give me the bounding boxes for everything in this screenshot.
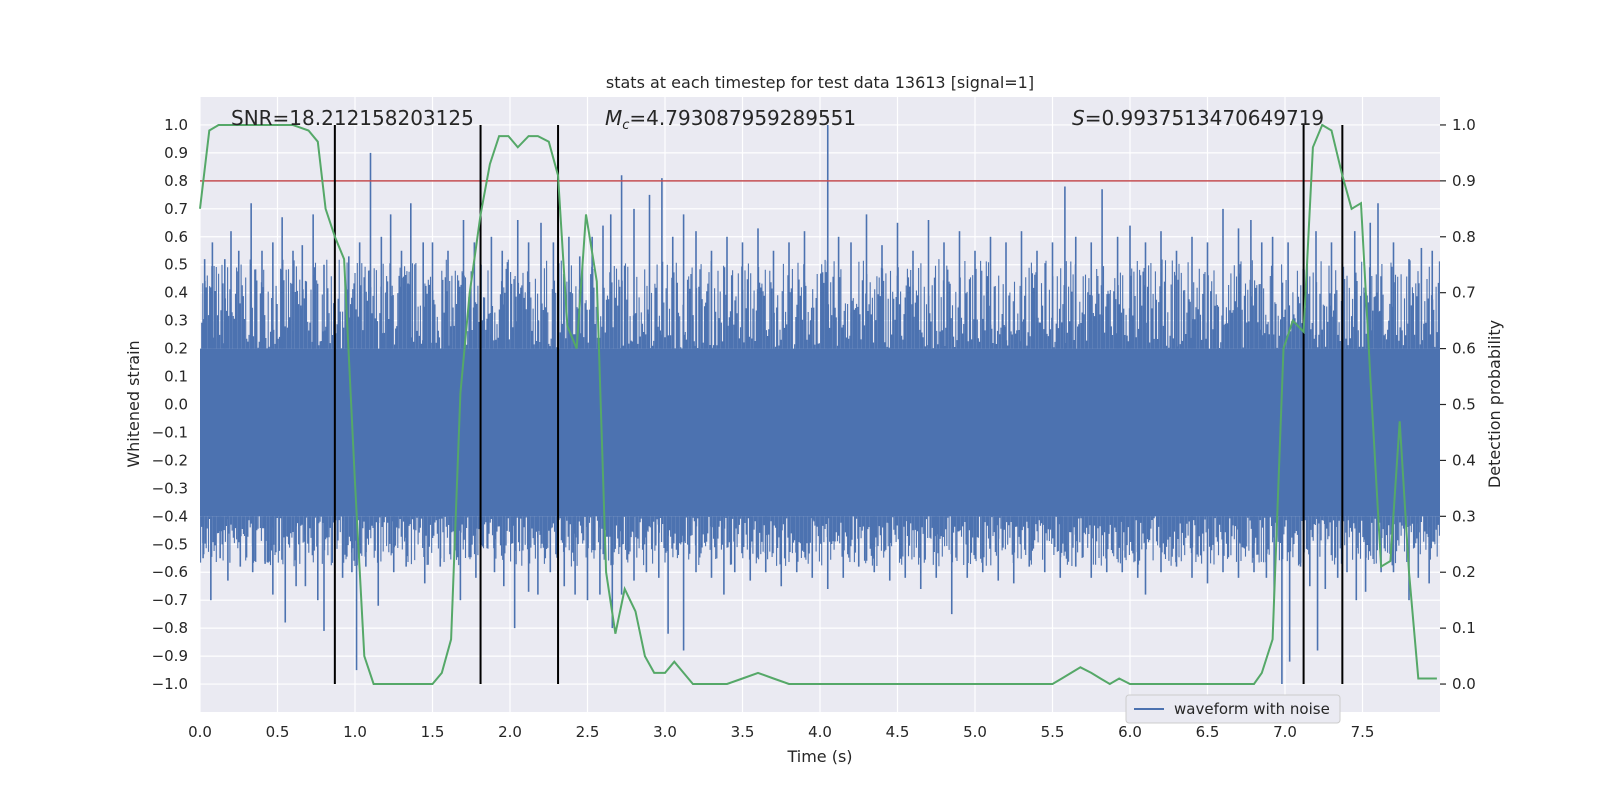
- x-tick-label: 7.0: [1273, 723, 1297, 741]
- chirp-mass-subscript: c: [622, 118, 629, 133]
- snr-annotation: SNR=18.212158203125: [231, 106, 474, 130]
- probability-line: [199, 123, 1437, 686]
- chirp-mass-symbol: M: [605, 106, 622, 130]
- waveform-series: [200, 124, 1440, 685]
- y-right-tick-label: 0.4: [1452, 451, 1476, 469]
- y-right-tick-label: 0.6: [1452, 340, 1476, 358]
- x-tick-label: 6.5: [1196, 723, 1220, 741]
- y-left-tick-label: −0.6: [152, 563, 188, 581]
- y-right-tick-label: 0.1: [1452, 619, 1476, 637]
- y-axis-left-label: Whitened strain: [124, 340, 143, 467]
- y-axis-right-ticks: 0.0 0.1 0.2 0.3 0.4 0.5 0.6 0.7 0.8 0.9 1.0: [1440, 116, 1476, 693]
- y-axis-left-ticks: −1.0 −0.9 −0.8 −0.7 −0.6 −0.5 −0.4 −0.3 −0.2 −0.1…: [152, 116, 188, 693]
- y-left-tick-label: −0.4: [152, 507, 188, 525]
- x-tick-label: 4.0: [808, 723, 832, 741]
- y-left-tick-label: 0.9: [164, 144, 188, 162]
- x-tick-label: 6.0: [1118, 723, 1142, 741]
- score-symbol: S: [1072, 106, 1085, 130]
- y-left-tick-label: 0.8: [164, 172, 188, 190]
- y-left-tick-label: −0.8: [152, 619, 188, 637]
- x-tick-label: 2.0: [498, 723, 522, 741]
- x-tick-label: 1.5: [421, 723, 445, 741]
- x-tick-label: 3.5: [731, 723, 755, 741]
- y-left-tick-label: 0.1: [164, 368, 188, 386]
- x-tick-label: 0.0: [188, 723, 212, 741]
- y-left-tick-label: 0.7: [164, 200, 188, 218]
- y-axis-right-label: Detection probability: [1485, 320, 1504, 488]
- y-right-tick-label: 0.7: [1452, 284, 1476, 302]
- y-right-tick-label: 0.3: [1452, 507, 1476, 525]
- chirp-mass-value: =4.793087959289551: [629, 106, 856, 130]
- legend-box: [1125, 694, 1341, 724]
- x-tick-label: 4.5: [886, 723, 910, 741]
- x-tick-label: 5.0: [963, 723, 987, 741]
- y-right-tick-label: 0.2: [1452, 563, 1476, 581]
- chirp-mass-annotation: Mc=4.793087959289551: [605, 106, 856, 133]
- probability-series: [199, 123, 1437, 686]
- y-left-tick-label: 1.0: [164, 116, 188, 134]
- x-axis-ticks: 0.0 0.5 1.0 1.5 2.0 2.5 3.0 3.5 4.0 4.5 5.0 5.5 6.0 6…: [188, 723, 1374, 741]
- x-tick-label: 7.5: [1351, 723, 1375, 741]
- legend-entry-waveform: waveform with noise: [1174, 700, 1330, 718]
- score-value: =0.9937513470649719: [1085, 106, 1324, 130]
- x-tick-label: 5.5: [1041, 723, 1065, 741]
- y-left-tick-label: −0.2: [152, 451, 188, 469]
- y-left-tick-label: 0.6: [164, 228, 188, 246]
- y-left-tick-label: 0.5: [164, 256, 188, 274]
- y-left-tick-label: −1.0: [152, 675, 188, 693]
- y-left-tick-label: −0.5: [152, 535, 188, 553]
- y-left-tick-label: −0.1: [152, 423, 188, 441]
- x-tick-label: 3.0: [653, 723, 677, 741]
- y-right-tick-label: 0.5: [1452, 396, 1476, 414]
- y-left-tick-label: −0.9: [152, 647, 188, 665]
- y-right-tick-label: 0.9: [1452, 172, 1476, 190]
- waveform-noise-upper: [201, 259, 1440, 349]
- legend: waveform with noise: [1125, 694, 1341, 724]
- y-left-tick-label: 0.4: [164, 284, 188, 302]
- y-left-tick-label: −0.7: [152, 591, 188, 609]
- score-annotation: S=0.9937513470649719: [1072, 106, 1324, 130]
- x-tick-label: 0.5: [266, 723, 290, 741]
- vertical-markers: [333, 124, 1344, 685]
- y-left-tick-label: 0.3: [164, 312, 188, 330]
- waveform-band: [200, 348, 1440, 517]
- y-right-tick-label: 0.8: [1452, 228, 1476, 246]
- y-right-tick-label: 0.0: [1452, 675, 1476, 693]
- y-left-tick-label: −0.3: [152, 479, 188, 497]
- y-right-tick-label: 1.0: [1452, 116, 1476, 134]
- y-left-tick-label: 0.2: [164, 340, 188, 358]
- chart-title: stats at each timestep for test data 136…: [606, 73, 1034, 92]
- x-tick-label: 1.0: [343, 723, 367, 741]
- x-tick-label: 2.5: [576, 723, 600, 741]
- y-left-tick-label: 0.0: [164, 396, 188, 414]
- x-axis-label: Time (s): [786, 747, 852, 766]
